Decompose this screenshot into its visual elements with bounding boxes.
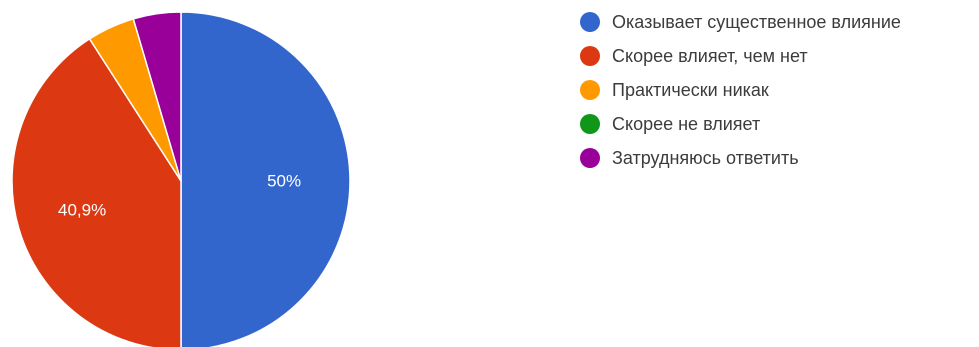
slice-label-0: 50%	[267, 172, 301, 191]
slice-label-1: 40,9%	[58, 201, 106, 220]
legend-label-0: Оказывает существенное влияние	[612, 11, 901, 32]
legend-item-0: Оказывает существенное влияние	[580, 10, 901, 34]
legend-dot-3	[580, 114, 600, 134]
legend-label-2: Практически никак	[612, 79, 769, 100]
legend-label-4: Затрудняюсь ответить	[612, 147, 799, 168]
pie-slice-0	[180, 11, 351, 347]
legend: Оказывает существенное влияние Скорее вли…	[580, 10, 901, 180]
legend-dot-4	[580, 148, 600, 168]
legend-dot-1	[580, 46, 600, 66]
legend-label-1: Скорее влияет, чем нет	[612, 45, 808, 66]
legend-dot-0	[580, 12, 600, 32]
legend-item-2: Практически никак	[580, 78, 901, 102]
legend-dot-2	[580, 80, 600, 100]
legend-item-1: Скорее влияет, чем нет	[580, 44, 901, 68]
pie-slice-4	[132, 11, 182, 182]
legend-label-3: Скорее не влияет	[612, 113, 761, 134]
legend-item-3: Скорее не влияет	[580, 112, 901, 136]
legend-item-4: Затрудняюсь ответить	[580, 146, 901, 170]
